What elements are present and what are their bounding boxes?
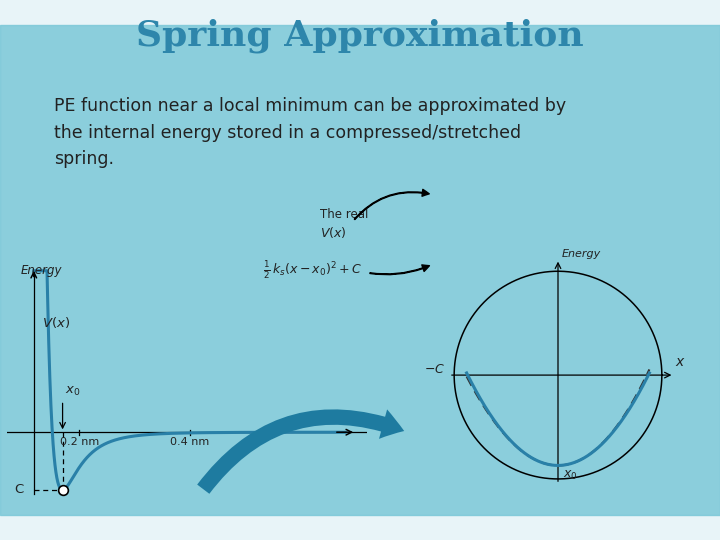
Text: $r$: $r$	[354, 414, 361, 428]
Text: PE function near a local minimum can be approximated by
the internal energy stor: PE function near a local minimum can be …	[54, 97, 566, 168]
Text: 0.4 nm: 0.4 nm	[171, 437, 210, 447]
Text: Spring Approximation: Spring Approximation	[136, 19, 584, 53]
Text: $\frac{1}{2}\,k_s(x-x_0)^2 + C$: $\frac{1}{2}\,k_s(x-x_0)^2 + C$	[263, 259, 362, 281]
Text: Energy: Energy	[562, 249, 601, 259]
Text: $-C$: $-C$	[423, 363, 445, 376]
Text: $x_0$: $x_0$	[563, 469, 578, 482]
Text: Energy: Energy	[21, 264, 63, 276]
Text: 0.2 nm: 0.2 nm	[60, 437, 99, 447]
Text: C: C	[14, 483, 24, 496]
Text: $x_0$: $x_0$	[66, 384, 81, 397]
Text: $V(x)$: $V(x)$	[42, 315, 70, 330]
Text: The real: The real	[320, 208, 369, 221]
Text: $x$: $x$	[675, 355, 686, 369]
Text: $V(x)$: $V(x)$	[320, 225, 347, 240]
